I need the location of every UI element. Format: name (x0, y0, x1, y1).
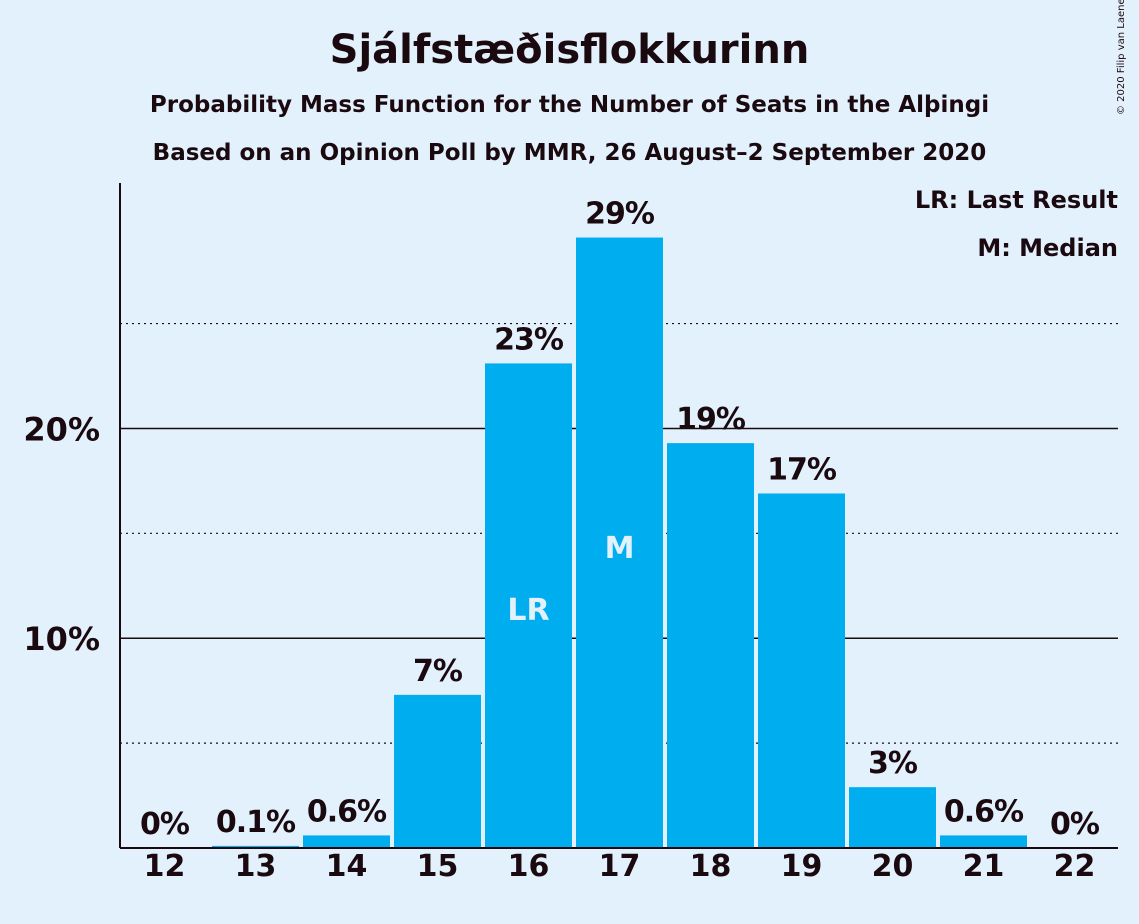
y-tick-label: 10% (23, 620, 100, 658)
data-label-20: 3% (868, 746, 918, 781)
x-tick-label-17: 17 (599, 849, 641, 884)
legend-last-result: LR: Last Result (914, 186, 1118, 214)
data-label-12: 0% (140, 807, 190, 842)
x-tick-label-22: 22 (1054, 849, 1096, 884)
x-tick-label-15: 15 (417, 849, 459, 884)
bar-marker-m: M (605, 531, 635, 566)
data-label-16: 23% (494, 322, 564, 357)
x-tick-label-18: 18 (690, 849, 732, 884)
chart-source: Based on an Opinion Poll by MMR, 26 Augu… (152, 140, 987, 166)
x-tick-label-14: 14 (326, 849, 368, 884)
bar-19 (758, 493, 845, 848)
x-tick-label-12: 12 (144, 849, 186, 884)
data-label-14: 0.6% (307, 794, 387, 829)
bar-13 (212, 845, 299, 848)
chart-title: Sjálfstæðisflokkurinn (329, 27, 810, 73)
y-tick-label: 20% (23, 410, 100, 448)
bar-18 (667, 443, 754, 848)
bar-16 (485, 363, 572, 848)
x-tick-label-13: 13 (235, 849, 277, 884)
data-label-21: 0.6% (944, 794, 1024, 829)
bar-marker-lr: LR (507, 593, 549, 628)
chart-subtitle: Probability Mass Function for the Number… (149, 92, 990, 118)
data-label-13: 0.1% (216, 805, 296, 840)
x-tick-label-16: 16 (508, 849, 550, 884)
bar-20 (849, 787, 936, 848)
bar-17 (576, 237, 663, 848)
legend-median: M: Median (977, 234, 1118, 262)
x-tick-label-21: 21 (963, 849, 1005, 884)
data-label-22: 0% (1050, 807, 1100, 842)
bar-14 (303, 835, 390, 848)
x-tick-label-20: 20 (872, 849, 914, 884)
data-label-15: 7% (413, 654, 463, 689)
data-label-18: 19% (676, 402, 746, 437)
x-tick-label-19: 19 (781, 849, 823, 884)
bar-21 (940, 835, 1027, 848)
bar-15 (394, 694, 481, 848)
data-label-17: 29% (585, 197, 655, 232)
data-label-19: 17% (767, 452, 837, 487)
